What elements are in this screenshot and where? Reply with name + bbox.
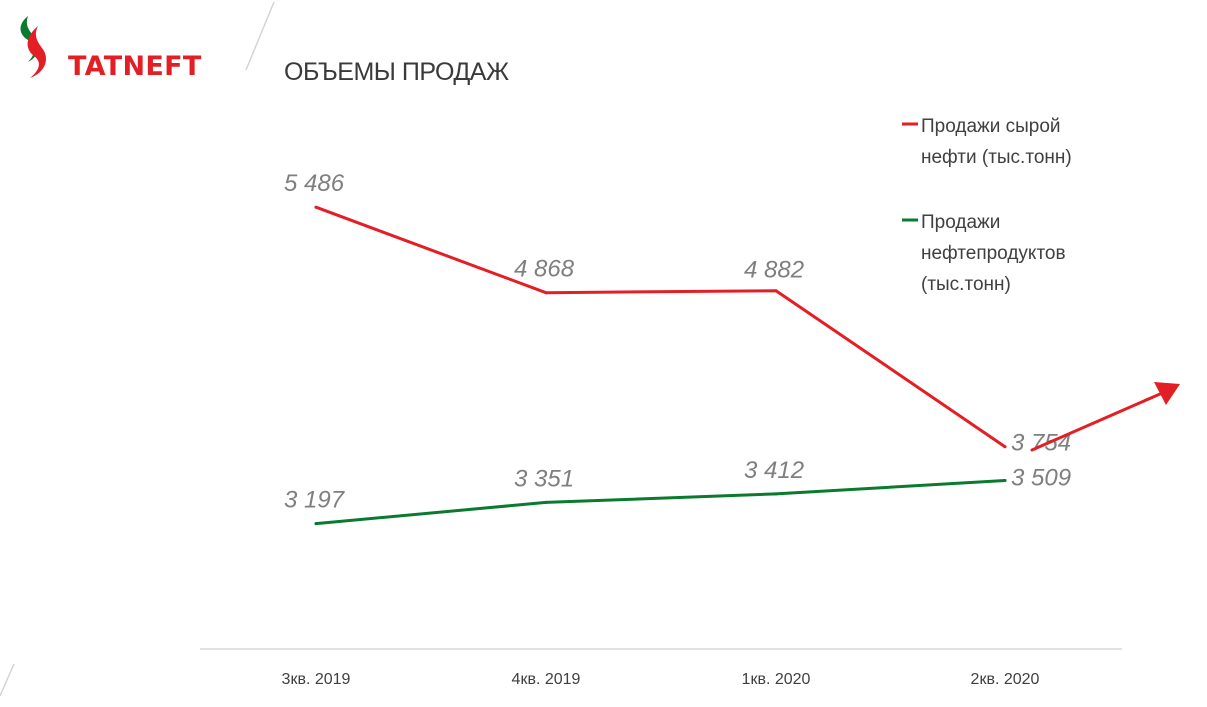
data-point xyxy=(774,492,778,496)
x-tick-layer: 3кв. 2019 4кв. 2019 1кв. 2020 2кв. 2020 xyxy=(282,671,1040,688)
data-label: 3 351 xyxy=(514,465,574,492)
data-point xyxy=(774,289,778,293)
series-line-0 xyxy=(314,205,1007,449)
legend-label: нефти (тыс.тонн) xyxy=(921,147,1072,168)
x-tick-label: 4кв. 2019 xyxy=(512,671,581,688)
data-point xyxy=(1003,445,1007,449)
tatneft-logo: TATNEFT xyxy=(14,14,244,82)
data-point xyxy=(544,500,548,504)
data-label-layer: 5 486 4 868 4 882 3 754 3 197 3 351 3 412 3 509 xyxy=(284,170,1071,513)
data-label: 5 486 xyxy=(284,170,345,197)
data-label: 3 509 xyxy=(1011,465,1071,492)
data-label: 3 412 xyxy=(744,457,804,484)
logo-wordmark: TATNEFT xyxy=(68,52,202,82)
data-point xyxy=(314,205,318,209)
annotation-layer xyxy=(1030,382,1180,452)
data-point xyxy=(314,522,318,526)
trend-arrow-shaft xyxy=(1030,392,1162,452)
data-label: 3 197 xyxy=(284,487,346,514)
data-label: 4 868 xyxy=(514,256,575,283)
data-label: 3 754 xyxy=(1011,430,1071,457)
logo-wordmark-text: TATNEFT xyxy=(68,51,202,82)
series-line-1 xyxy=(314,479,1007,526)
series-layer xyxy=(314,205,1007,526)
x-tick-label: 2кв. 2020 xyxy=(971,671,1040,688)
legend-label: Продажи сырой xyxy=(921,116,1061,137)
trend-arrow-head-icon xyxy=(1154,382,1180,405)
decor-corner-line xyxy=(0,663,15,697)
flame-icon xyxy=(20,16,46,78)
page-title: ОБЪЕМЫ ПРОДАЖ xyxy=(284,58,509,86)
legend: Продажи сырой нефти (тыс.тонн) Продажи нефт… xyxy=(902,116,1072,295)
data-point xyxy=(1003,479,1007,482)
data-label: 4 882 xyxy=(744,257,804,284)
legend-label: Продажи xyxy=(921,212,1000,233)
x-tick-label: 1кв. 2020 xyxy=(742,671,811,688)
legend-label: нефтепродуктов xyxy=(921,243,1066,264)
x-tick-label: 3кв. 2019 xyxy=(282,671,351,688)
data-point xyxy=(544,291,548,295)
legend-label: (тыс.тонн) xyxy=(921,274,1011,295)
decor-divider-line xyxy=(245,1,275,71)
